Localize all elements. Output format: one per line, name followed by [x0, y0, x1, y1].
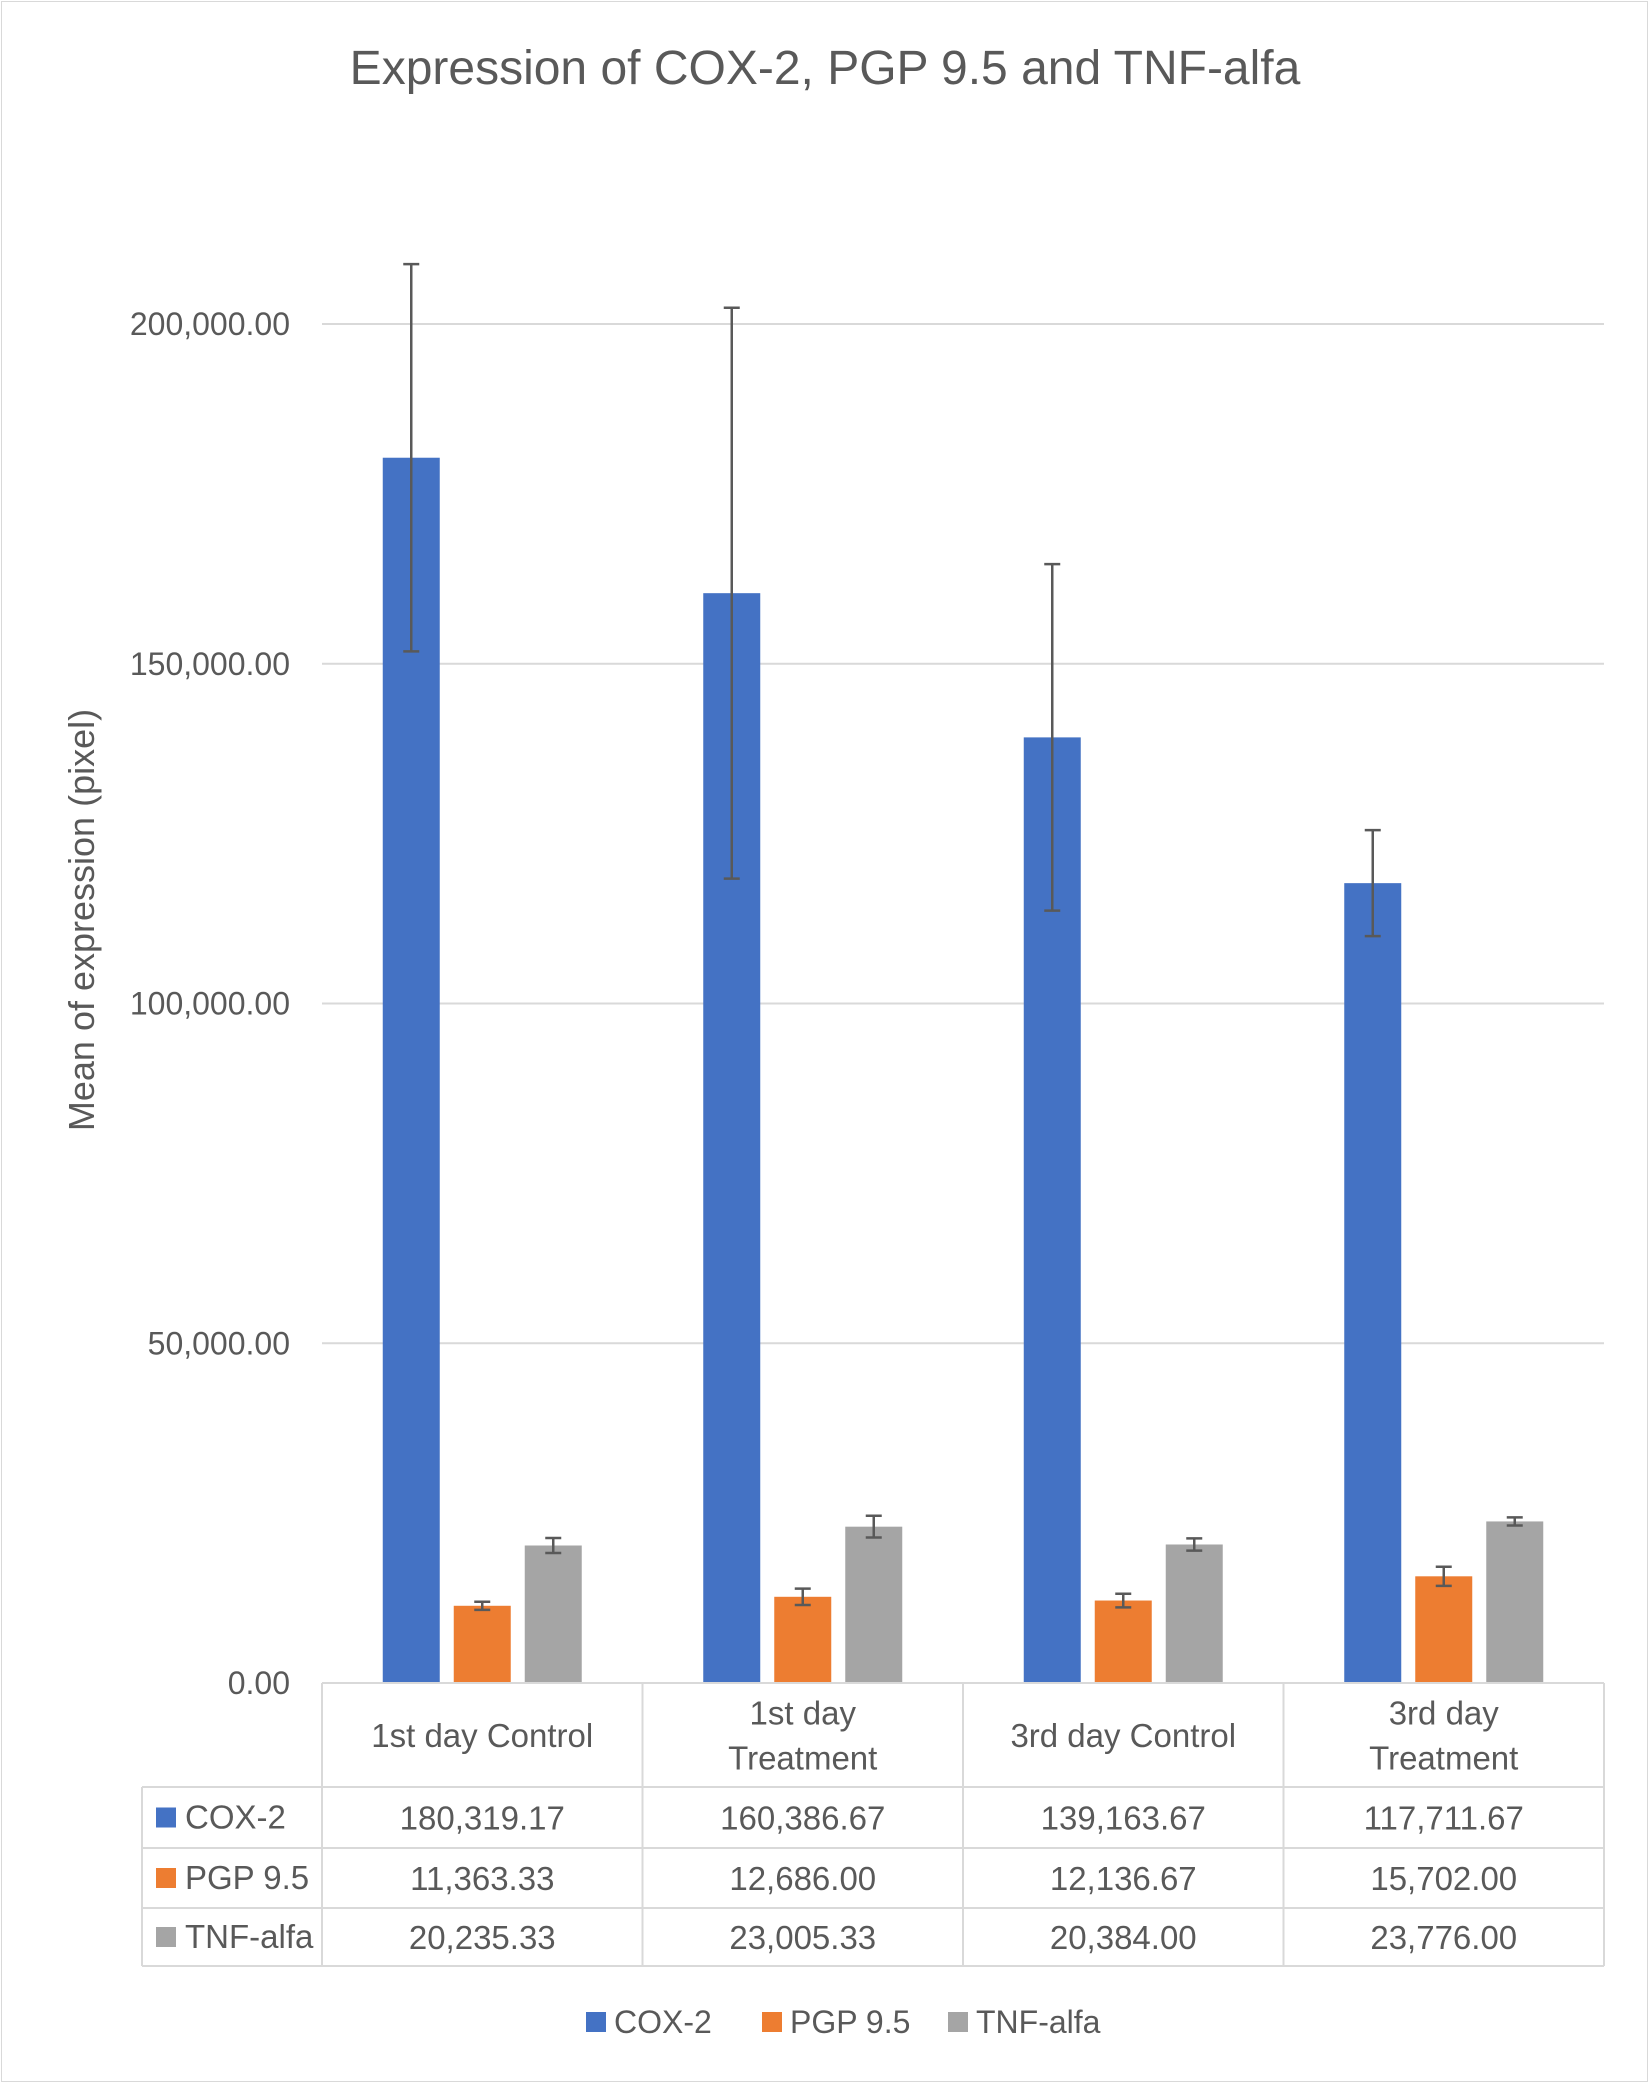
y-tick-label: 0.00	[228, 1665, 290, 1701]
error-bar	[403, 262, 420, 653]
y-tick-label: 50,000.00	[148, 1325, 290, 1361]
table-cell: 12,686.00	[729, 1860, 876, 1897]
legend-key	[762, 2012, 782, 2032]
legend-label: COX-2	[614, 2004, 712, 2040]
category-label: 1st day	[750, 1695, 857, 1732]
table-cell: 160,386.67	[720, 1800, 885, 1837]
gridlines	[322, 323, 1604, 1684]
error-bar	[1044, 562, 1061, 912]
table-legend-key	[156, 1807, 176, 1828]
legend-label: PGP 9.5	[790, 2004, 910, 2040]
legend-item: TNF-alfa	[948, 2004, 1101, 2040]
table-cell: 20,235.33	[409, 1919, 556, 1956]
bar-cox-2	[1344, 883, 1402, 1683]
table-cell: 20,384.00	[1050, 1919, 1197, 1956]
table-cell: 15,702.00	[1370, 1860, 1517, 1897]
table-cell: 139,163.67	[1041, 1800, 1206, 1837]
legend-key	[586, 2012, 606, 2032]
table-cell: 180,319.17	[400, 1800, 565, 1837]
error-bar	[1115, 1592, 1132, 1609]
legend: COX-2 PGP 9.5 TNF-alfa	[586, 2004, 1101, 2040]
category-label: 3rd day	[1389, 1695, 1500, 1732]
category-label: 3rd day Control	[1010, 1717, 1236, 1754]
table-legend-key	[156, 1927, 176, 1947]
data-table: 1st day Control 1st day Treatment 3rd day C…	[141, 1682, 1605, 1967]
legend-key	[948, 2012, 968, 2032]
bar-pgp-9-5	[1094, 1600, 1152, 1683]
error-bar	[474, 1600, 491, 1612]
table-cell: 23,005.33	[729, 1919, 876, 1956]
y-tick-label: 200,000.00	[130, 306, 290, 342]
error-bar	[723, 306, 740, 880]
table-series-name: TNF-alfa	[185, 1918, 314, 1955]
category-label: Treatment	[728, 1740, 877, 1777]
table-legend-key	[156, 1868, 176, 1888]
bar-tnf-alfa	[1486, 1521, 1544, 1683]
bar-tnf-alfa	[1165, 1544, 1223, 1683]
category-label: 1st day Control	[371, 1717, 593, 1754]
legend-item: COX-2	[586, 2004, 712, 2040]
category-label: Treatment	[1369, 1740, 1518, 1777]
table-series-name: PGP 9.5	[185, 1859, 309, 1896]
legend-item: PGP 9.5	[762, 2004, 910, 2040]
table-cell: 11,363.33	[410, 1860, 554, 1897]
bar-pgp-9-5	[774, 1596, 832, 1683]
table-cell: 23,776.00	[1370, 1919, 1517, 1956]
y-tick-label: 150,000.00	[130, 646, 290, 682]
bar-tnf-alfa	[845, 1526, 903, 1683]
error-bar	[1186, 1537, 1203, 1552]
bar-tnf-alfa	[524, 1545, 582, 1683]
bar-pgp-9-5	[1415, 1576, 1473, 1683]
bar-cox-2	[382, 457, 440, 1684]
y-axis-ticks: 0.00 50,000.00 100,000.00 150,000.00 200,000…	[130, 306, 290, 1701]
legend-label: TNF-alfa	[976, 2004, 1101, 2040]
table-series-name: COX-2	[185, 1799, 286, 1836]
error-bar	[1364, 828, 1381, 938]
error-bar	[865, 1514, 882, 1539]
error-bars	[403, 262, 1523, 1612]
chart-title: Expression of COX-2, PGP 9.5 and TNF-alf…	[350, 42, 1301, 95]
bars	[382, 457, 1544, 1684]
table-cell: 117,711.67	[1364, 1800, 1524, 1837]
y-axis-label: Mean of expression (pixel)	[61, 709, 102, 1131]
y-tick-label: 100,000.00	[130, 986, 290, 1022]
error-bar	[1435, 1565, 1452, 1588]
error-bar	[1506, 1516, 1523, 1527]
error-bar	[545, 1536, 562, 1555]
error-bar	[794, 1587, 811, 1607]
bar-pgp-9-5	[453, 1605, 511, 1683]
table-cell: 12,136.67	[1050, 1860, 1197, 1897]
